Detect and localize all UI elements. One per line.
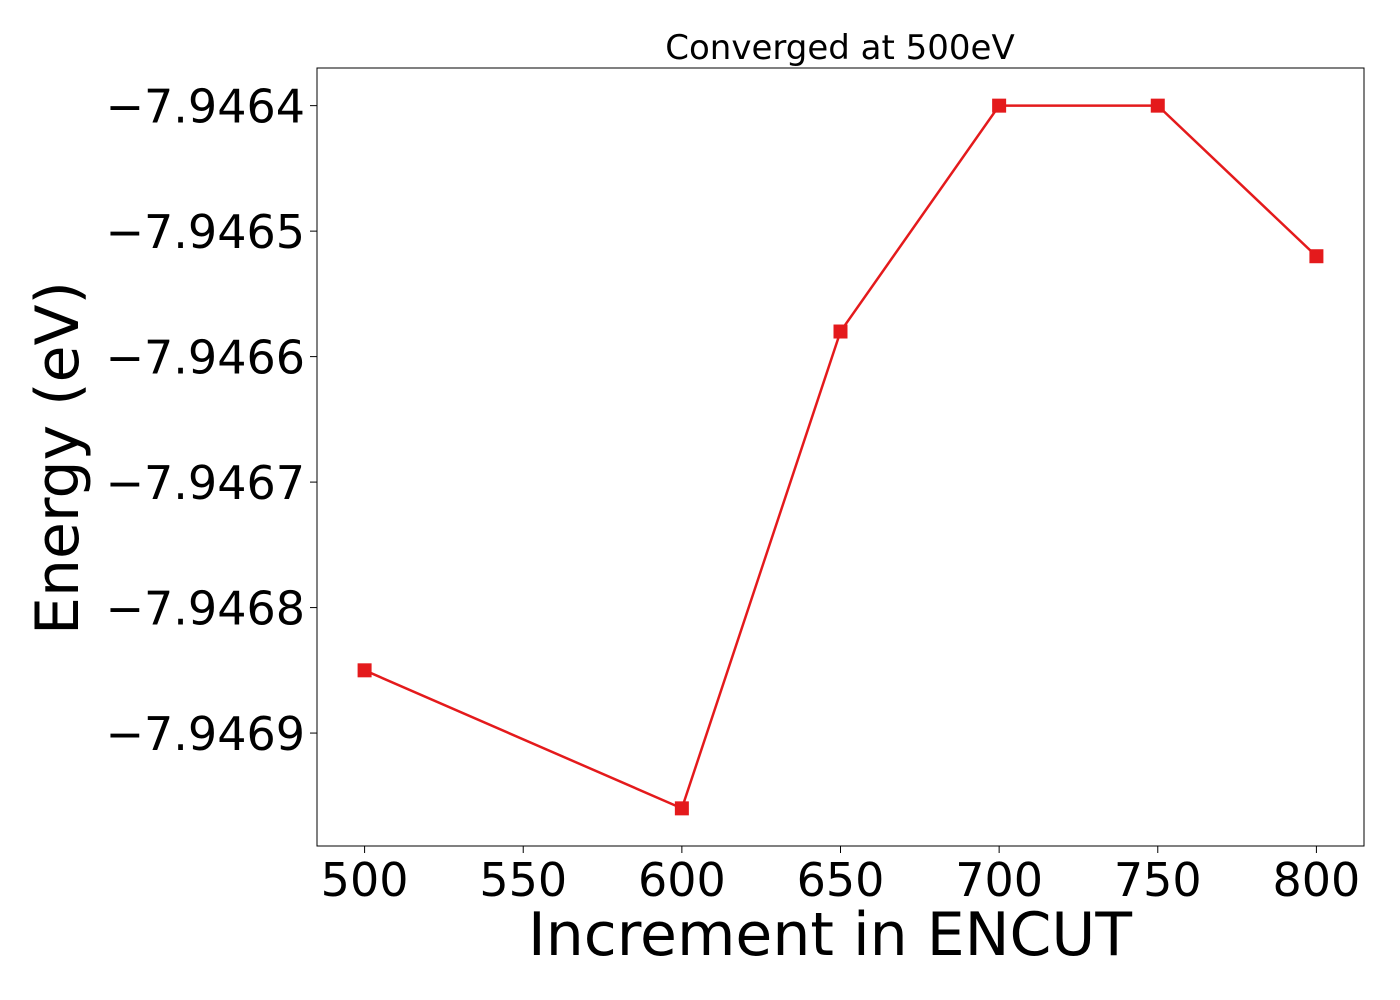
x-tick-label: 800 — [1273, 853, 1361, 907]
data-point-marker — [1150, 98, 1165, 113]
data-point-marker — [674, 801, 689, 816]
data-point-marker — [1309, 249, 1324, 264]
series-line — [364, 104, 1318, 811]
series-markers — [357, 98, 1324, 816]
x-tick-label: 550 — [479, 853, 567, 907]
data-point-marker — [992, 98, 1007, 113]
x-tick-label: 500 — [321, 853, 409, 907]
data-point-marker — [833, 324, 848, 339]
x-axis-ticks: 500 550 600 650 700 750 800 — [321, 846, 1361, 907]
y-tick-label: −7.9466 — [106, 331, 306, 385]
y-axis-label: Energy (eV) — [23, 281, 93, 635]
y-axis-ticks: −7.9469 −7.9468 −7.9467 −7.9466 −7.9465 −7.94… — [106, 80, 317, 761]
x-tick-label: 750 — [1114, 853, 1202, 907]
y-tick-label: −7.9467 — [106, 456, 306, 510]
plot-area-frame — [316, 67, 1365, 847]
y-tick-label: −7.9465 — [106, 205, 306, 259]
x-tick-label: 700 — [955, 853, 1043, 907]
y-tick-label: −7.9464 — [106, 80, 306, 134]
x-tick-label: 600 — [638, 853, 726, 907]
x-axis-label: Increment in ENCUT — [528, 900, 1132, 970]
data-point-marker — [357, 663, 372, 678]
y-tick-label: −7.9469 — [106, 707, 306, 761]
chart-title: Converged at 500eV — [665, 28, 1014, 68]
y-tick-label: −7.9468 — [106, 582, 306, 636]
x-tick-label: 650 — [797, 853, 885, 907]
